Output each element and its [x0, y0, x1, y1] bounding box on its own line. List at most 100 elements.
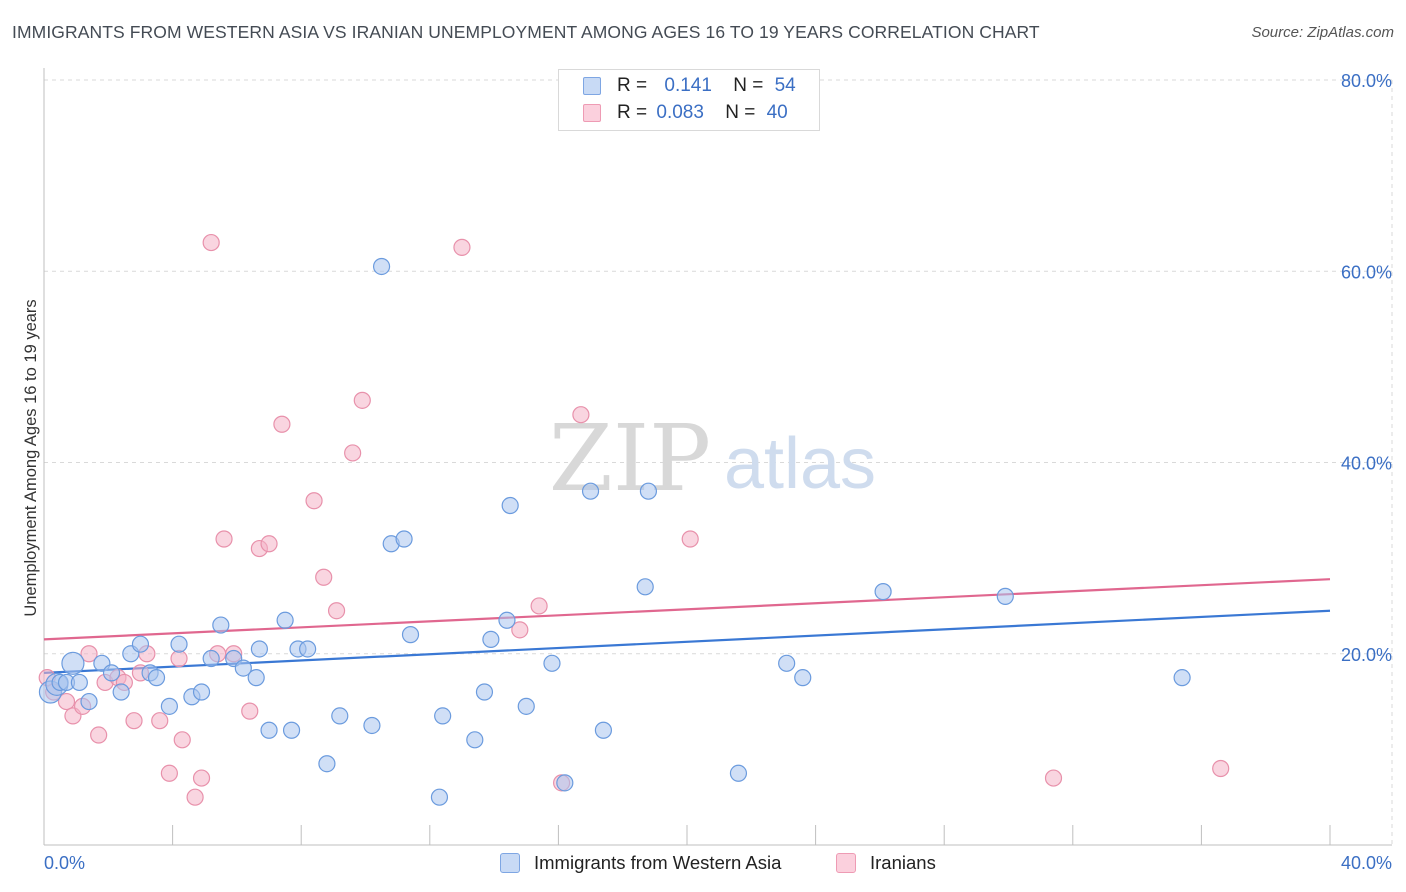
- point-western-asia: [1173, 669, 1191, 687]
- point-iranians: [315, 568, 333, 586]
- point-western-asia: [475, 683, 494, 701]
- point-iranians: [151, 712, 169, 730]
- legend-r-label: R =: [617, 102, 648, 123]
- point-western-asia: [466, 731, 484, 749]
- y-axis-title: Unemployment Among Ages 16 to 19 years: [22, 299, 40, 616]
- point-iranians: [160, 764, 178, 782]
- point-western-asia: [434, 707, 452, 725]
- point-western-asia: [147, 669, 166, 687]
- y-tick-label: 60.0%: [1341, 262, 1392, 282]
- point-western-asia: [247, 669, 265, 687]
- axes: [43, 68, 1392, 846]
- point-western-asia: [250, 640, 269, 658]
- point-western-asia: [282, 721, 301, 739]
- point-iranians: [344, 444, 362, 462]
- gridlines: [44, 79, 1393, 845]
- chart-title: IMMIGRANTS FROM WESTERN ASIA VS IRANIAN …: [12, 22, 1040, 42]
- axis-labels: 20.0% 40.0% 60.0% 80.0% 0.0% 40.0%: [44, 71, 1392, 873]
- point-western-asia: [70, 673, 88, 692]
- point-western-asia: [517, 697, 535, 715]
- point-western-asia: [61, 651, 85, 675]
- point-iranians: [572, 406, 590, 424]
- point-western-asia: [372, 257, 391, 276]
- source-credit: Source: ZipAtlas.com: [1251, 24, 1394, 41]
- point-western-asia: [729, 764, 748, 782]
- point-iranians: [1212, 759, 1230, 778]
- point-western-asia: [112, 683, 130, 701]
- point-western-asia: [202, 649, 220, 668]
- point-western-asia: [498, 611, 516, 629]
- point-western-asia: [778, 654, 796, 672]
- point-western-asia: [581, 482, 600, 500]
- point-western-asia: [543, 654, 561, 672]
- point-iranians: [273, 415, 291, 433]
- point-iranians: [125, 712, 143, 730]
- point-western-asia: [80, 692, 98, 711]
- point-western-asia: [299, 640, 317, 658]
- point-iranians: [170, 649, 188, 668]
- legend-r-value: 0.083: [656, 102, 704, 123]
- trend-lines: [43, 578, 1331, 674]
- point-iranians: [260, 535, 278, 553]
- legend-swatch-blue: [583, 77, 601, 95]
- legend-swatch-blue: [500, 853, 520, 873]
- point-iranians: [215, 530, 233, 548]
- legend-r-value: 0.141: [664, 75, 712, 96]
- point-iranians: [192, 769, 211, 787]
- watermark: ZIP atlas: [549, 405, 876, 512]
- point-western-asia: [430, 788, 449, 806]
- point-western-asia: [556, 774, 574, 792]
- point-iranians: [327, 602, 346, 620]
- point-western-asia: [636, 578, 654, 596]
- legend-n-value: 54: [774, 75, 796, 96]
- point-western-asia: [260, 721, 278, 739]
- point-western-asia: [501, 496, 519, 515]
- point-western-asia: [639, 482, 658, 500]
- point-western-asia: [395, 530, 413, 548]
- legend-swatch-pink: [836, 853, 856, 873]
- point-iranians: [305, 492, 323, 510]
- point-western-asia: [131, 635, 150, 653]
- trend-line-western-asia: [43, 609, 1331, 674]
- point-iranians: [453, 238, 471, 256]
- point-western-asia: [482, 630, 500, 649]
- point-western-asia: [212, 616, 230, 634]
- y-tick-label: 40.0%: [1341, 454, 1392, 474]
- legend-swatch-pink: [583, 104, 601, 122]
- point-western-asia: [794, 669, 812, 687]
- watermark-atlas: atlas: [724, 424, 876, 504]
- point-western-asia: [276, 611, 294, 629]
- point-iranians: [173, 731, 191, 749]
- x-tick-label: 40.0%: [1341, 853, 1392, 873]
- legend-label-western-asia: Immigrants from Western Asia: [534, 852, 782, 873]
- legend-r-label: R =: [617, 75, 648, 96]
- point-western-asia: [594, 721, 613, 739]
- point-western-asia: [234, 659, 252, 677]
- point-iranians: [511, 621, 529, 639]
- point-iranians: [530, 597, 548, 615]
- y-tick-label: 20.0%: [1341, 645, 1392, 665]
- point-western-asia: [170, 635, 188, 653]
- point-iranians: [90, 726, 108, 744]
- point-iranians: [353, 391, 371, 409]
- point-western-asia: [192, 683, 211, 701]
- trend-line-iranians: [43, 578, 1331, 641]
- legend-n-label: N =: [725, 102, 756, 123]
- point-western-asia: [318, 755, 336, 773]
- legend-n-label: N =: [733, 75, 764, 96]
- legend-n-value: 40: [766, 102, 788, 123]
- point-western-asia: [874, 582, 892, 601]
- point-western-asia: [331, 707, 349, 725]
- legend-label-iranians: Iranians: [870, 852, 936, 873]
- point-iranians: [241, 702, 259, 720]
- x-tick-label: 0.0%: [44, 853, 85, 873]
- y-tick-label: 80.0%: [1341, 71, 1392, 91]
- point-iranians: [186, 788, 204, 806]
- point-western-asia: [401, 626, 420, 644]
- point-iranians: [80, 645, 98, 663]
- point-iranians: [202, 233, 220, 252]
- data-points: [38, 233, 1230, 806]
- watermark-zip: ZIP: [549, 405, 711, 512]
- point-western-asia: [102, 664, 121, 682]
